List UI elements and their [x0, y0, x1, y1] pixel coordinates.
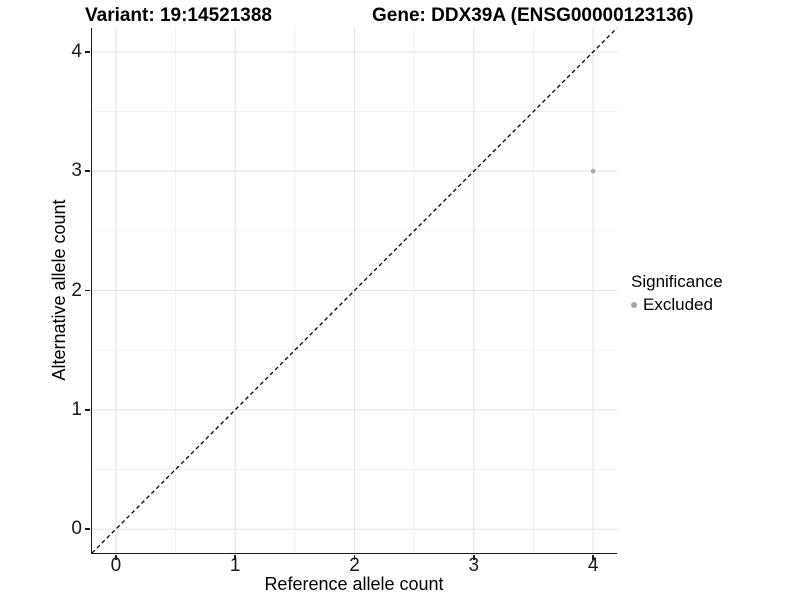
plot-title-gene: Gene: DDX39A (ENSG00000123136) [372, 5, 694, 26]
x-tick-mark [353, 554, 356, 560]
x-axis-title: Reference allele count [264, 574, 444, 594]
legend-entry-excluded: Excluded [631, 295, 723, 315]
x-tick-label: 3 [468, 555, 480, 576]
y-tick-label: 1 [71, 398, 82, 420]
plot-title-variant: Variant: 19:14521388 [85, 5, 272, 26]
x-tick-mark [473, 554, 475, 560]
y-tick-label: 0 [71, 518, 82, 540]
y-tick-label: 4 [71, 40, 82, 62]
y-tick-label: 3 [71, 160, 82, 182]
identity-line [91, 28, 617, 553]
y-tick-mark [85, 528, 90, 530]
legend-point-icon [631, 302, 637, 308]
x-tick-label: 2 [349, 555, 360, 576]
y-tick-mark [85, 409, 90, 411]
legend: Significance Excluded [631, 272, 723, 315]
x-tick-label: 1 [229, 555, 241, 576]
data-point [590, 168, 596, 174]
plot-canvas [91, 28, 617, 553]
legend-entry-label: Excluded [643, 295, 713, 314]
y-axis-title: Alternative allele count [49, 199, 69, 381]
y-tick-mark [85, 51, 90, 53]
plot-panel [90, 28, 617, 554]
x-tick-mark [592, 554, 594, 560]
x-tick-mark [115, 554, 117, 560]
y-tick-label: 2 [71, 279, 82, 301]
x-tick-label: 4 [587, 555, 599, 576]
x-tick-label: 0 [110, 555, 122, 576]
x-tick-mark [234, 554, 236, 560]
y-tick-mark [85, 289, 90, 292]
y-tick-mark [85, 170, 90, 172]
legend-title: Significance [631, 272, 723, 291]
